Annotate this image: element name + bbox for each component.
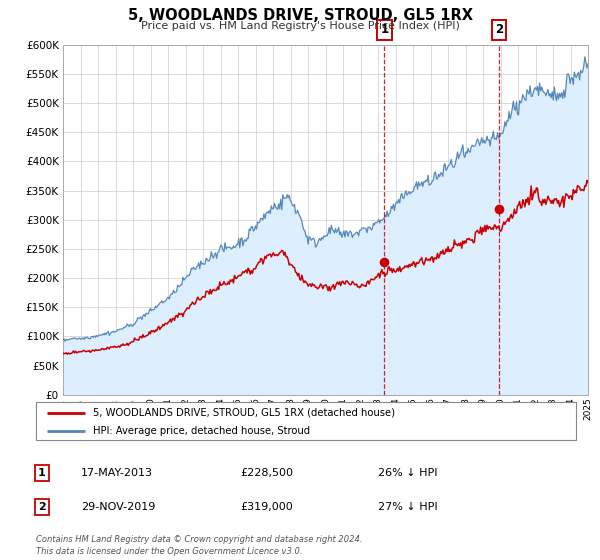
Text: 27% ↓ HPI: 27% ↓ HPI: [378, 502, 437, 512]
Text: 2: 2: [495, 24, 503, 36]
Text: HPI: Average price, detached house, Stroud: HPI: Average price, detached house, Stro…: [92, 426, 310, 436]
FancyBboxPatch shape: [36, 402, 576, 440]
Text: 26% ↓ HPI: 26% ↓ HPI: [378, 468, 437, 478]
Text: £228,500: £228,500: [240, 468, 293, 478]
Text: Contains HM Land Registry data © Crown copyright and database right 2024.
This d: Contains HM Land Registry data © Crown c…: [36, 535, 362, 556]
Text: Price paid vs. HM Land Registry's House Price Index (HPI): Price paid vs. HM Land Registry's House …: [140, 21, 460, 31]
Text: 5, WOODLANDS DRIVE, STROUD, GL5 1RX: 5, WOODLANDS DRIVE, STROUD, GL5 1RX: [128, 8, 473, 24]
Text: 1: 1: [38, 468, 46, 478]
Text: 17-MAY-2013: 17-MAY-2013: [81, 468, 153, 478]
Text: 29-NOV-2019: 29-NOV-2019: [81, 502, 155, 512]
Text: £319,000: £319,000: [240, 502, 293, 512]
Text: 1: 1: [380, 24, 389, 36]
Text: 2: 2: [38, 502, 46, 512]
Text: 5, WOODLANDS DRIVE, STROUD, GL5 1RX (detached house): 5, WOODLANDS DRIVE, STROUD, GL5 1RX (det…: [92, 408, 395, 418]
